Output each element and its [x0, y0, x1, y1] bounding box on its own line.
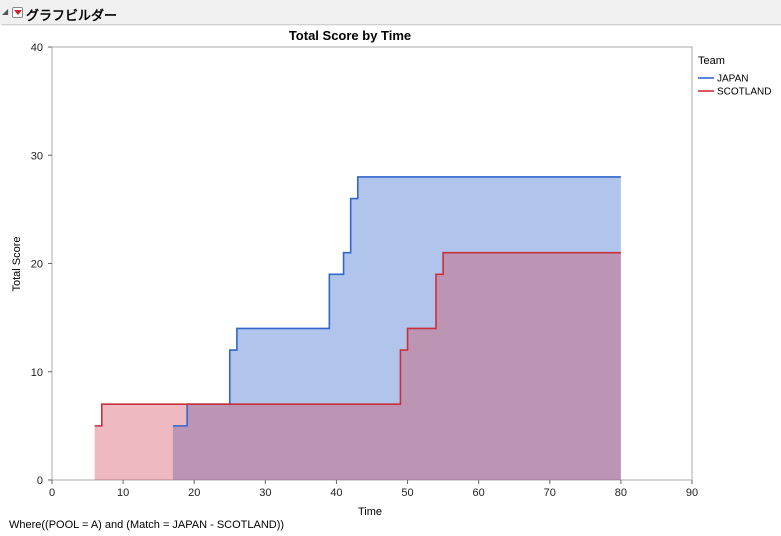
header-divider [2, 24, 781, 25]
x-tick-label: 30 [259, 487, 271, 499]
y-tick-label: 30 [31, 150, 43, 162]
area-scotland [94, 252, 621, 480]
x-axis: 0 10 20 30 40 50 60 70 80 90 [49, 480, 698, 499]
x-tick-label: 20 [188, 487, 200, 499]
plot-frame [51, 46, 693, 481]
x-tick-label: 60 [473, 487, 485, 499]
x-tick-label: 40 [330, 487, 342, 499]
y-axis: 0 10 20 30 40 [31, 42, 52, 487]
y-tick-label: 0 [37, 475, 43, 487]
y-axis-title: Total Score [11, 236, 23, 291]
legend-label-scotland: SCOTLAND [717, 87, 771, 98]
where-clause: Where((POOL = A) and (Match = JAPAN - SC… [9, 519, 285, 531]
x-tick-label: 80 [615, 487, 627, 499]
x-axis-title: Time [358, 506, 382, 518]
legend: Team JAPAN SCOTLAND [698, 55, 771, 98]
line-scotland [94, 251, 621, 427]
y-tick-label: 40 [31, 42, 43, 54]
graph-builder-chart: Total Score by Time 0 10 20 30 40 50 60 70 80 90 … [11, 28, 771, 518]
x-tick-label: 0 [49, 487, 55, 499]
x-tick-label: 50 [401, 487, 413, 499]
legend-label-japan: JAPAN [717, 74, 749, 85]
x-tick-label: 90 [686, 487, 698, 499]
chart-title: Total Score by Time [289, 28, 411, 43]
x-tick-label: 10 [117, 487, 129, 499]
red-triangle-menu-icon[interactable] [12, 7, 23, 18]
y-tick-label: 10 [31, 367, 43, 379]
x-tick-label: 70 [544, 487, 556, 499]
disclosure-triangle-icon[interactable]: ◢ [2, 7, 9, 16]
report-title: グラフビルダー [26, 8, 118, 23]
header-bar: ◢ グラフビルダー [0, 0, 781, 26]
series-lines [94, 176, 621, 427]
y-tick-label: 20 [31, 259, 43, 271]
legend-title: Team [698, 55, 725, 67]
